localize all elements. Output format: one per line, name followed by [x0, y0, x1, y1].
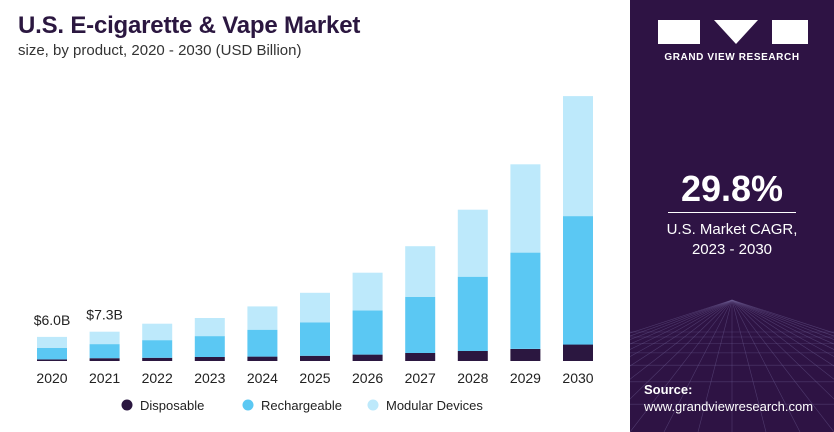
- source-url[interactable]: www.grandviewresearch.com: [644, 399, 814, 414]
- grid-line: [731, 299, 834, 400]
- bar-disposable-2028: [457, 351, 488, 361]
- source-label: Source:: [644, 382, 693, 397]
- bar-disposable-2020: [37, 359, 67, 361]
- bar-disposable-2023: [194, 357, 225, 361]
- grid-line: [731, 299, 834, 380]
- grid-line: [630, 299, 733, 380]
- cagr-divider: [668, 212, 796, 213]
- x-tick-label: 2029: [510, 370, 541, 386]
- bar-rechargeable-2026: [352, 310, 383, 355]
- decorative-grid: [630, 299, 834, 432]
- grid-line: [663, 299, 733, 432]
- brand-panel: GRAND VIEW RESEARCH 29.8% U.S. Market CA…: [630, 0, 834, 432]
- grid-line: [731, 299, 834, 340]
- grid-line: [731, 299, 767, 432]
- legend-swatch: [367, 399, 379, 411]
- bar-rechargeable-2020: [37, 347, 67, 360]
- bar-rechargeable-2030: [563, 216, 593, 345]
- grid-line: [731, 299, 834, 350]
- x-tick-label: 2026: [352, 370, 383, 386]
- bar-modular-devices-2028: [457, 209, 488, 277]
- chart-panel: U.S. E-cigarette & Vape Market size, by …: [18, 12, 594, 413]
- bar-disposable-2027: [405, 353, 436, 361]
- x-tick-label: 2028: [457, 370, 488, 386]
- bar-modular-devices-2029: [510, 164, 541, 253]
- cagr-label-line1: U.S. Market CAGR,: [666, 221, 798, 238]
- legend-swatch: [242, 399, 254, 411]
- logo-mark-right: [772, 20, 808, 44]
- grid-line: [630, 299, 733, 345]
- grid-line: [630, 299, 733, 337]
- legend-label: Disposable: [140, 398, 204, 413]
- grid-line: [630, 299, 733, 357]
- grid-line: [731, 299, 801, 432]
- grid-line: [731, 299, 834, 334]
- x-tick-label: 2020: [36, 370, 67, 386]
- legend-label: Rechargeable: [261, 398, 342, 413]
- brand-name: GRAND VIEW RESEARCH: [664, 52, 800, 63]
- bar-rechargeable-2029: [510, 252, 541, 349]
- x-tick-label: 2025: [299, 370, 330, 386]
- grid-line: [630, 299, 733, 350]
- bar-modular-devices-2025: [300, 292, 330, 323]
- chart-subtitle: size, by product, 2020 - 2030 (USD Billi…: [18, 42, 302, 59]
- data-label: $7.3B: [86, 307, 123, 323]
- bar-rechargeable-2023: [194, 336, 225, 357]
- bar-modular-devices-2027: [405, 246, 436, 297]
- grid-line: [697, 299, 733, 432]
- bar-disposable-2021: [89, 358, 120, 361]
- bar-modular-devices-2024: [247, 306, 278, 330]
- x-tick-label: 2022: [142, 370, 173, 386]
- bar-rechargeable-2025: [300, 322, 330, 356]
- logo-mark-middle: [714, 20, 758, 44]
- bar-disposable-2030: [563, 344, 593, 361]
- bar-chart: 2020 2021 2022 2023 2024 2025 2026 2027 2028 2029…: [34, 96, 594, 413]
- grid-line: [731, 299, 834, 432]
- bar-modular-devices-2021: [89, 331, 120, 345]
- grid-line: [630, 299, 733, 400]
- grid-line: [630, 299, 733, 334]
- bar-modular-devices-2022: [142, 323, 173, 341]
- bar-rechargeable-2028: [457, 276, 488, 351]
- x-tick-label: 2030: [562, 370, 593, 386]
- x-tick-label: 2021: [89, 370, 120, 386]
- cagr-value: 29.8%: [680, 168, 784, 209]
- x-tick-label: 2024: [247, 370, 278, 386]
- x-tick-label: 2027: [405, 370, 436, 386]
- bar-modular-devices-2030: [563, 96, 593, 217]
- bar-modular-devices-2023: [194, 318, 225, 337]
- grid-line: [731, 299, 834, 357]
- grid-line: [731, 299, 834, 367]
- bar-rechargeable-2024: [247, 329, 278, 357]
- grid-line: [731, 299, 834, 345]
- bar-disposable-2022: [142, 357, 173, 361]
- chart-title: U.S. E-cigarette & Vape Market: [18, 12, 361, 39]
- cagr-label: U.S. Market CAGR, 2023 - 2030: [630, 220, 834, 260]
- legend-swatch: [121, 399, 133, 411]
- bar-rechargeable-2027: [405, 296, 436, 353]
- bar-disposable-2026: [352, 354, 383, 361]
- bar-rechargeable-2021: [89, 344, 120, 359]
- data-label: $6.0B: [34, 312, 71, 328]
- logo-mark-left: [658, 20, 700, 44]
- legend-label: Modular Devices: [386, 398, 483, 413]
- cagr-period: 2023 - 2030: [691, 241, 773, 258]
- bar-disposable-2029: [510, 349, 541, 361]
- bar-disposable-2024: [247, 356, 278, 361]
- grid-line: [630, 299, 733, 340]
- bar-modular-devices-2020: [37, 336, 67, 348]
- bar-rechargeable-2022: [142, 340, 173, 358]
- bar-modular-devices-2026: [352, 272, 383, 311]
- grid-line: [630, 299, 733, 432]
- bar-disposable-2025: [300, 355, 330, 361]
- x-tick-label: 2023: [194, 370, 225, 386]
- grid-line: [731, 299, 834, 337]
- grid-line: [630, 299, 733, 367]
